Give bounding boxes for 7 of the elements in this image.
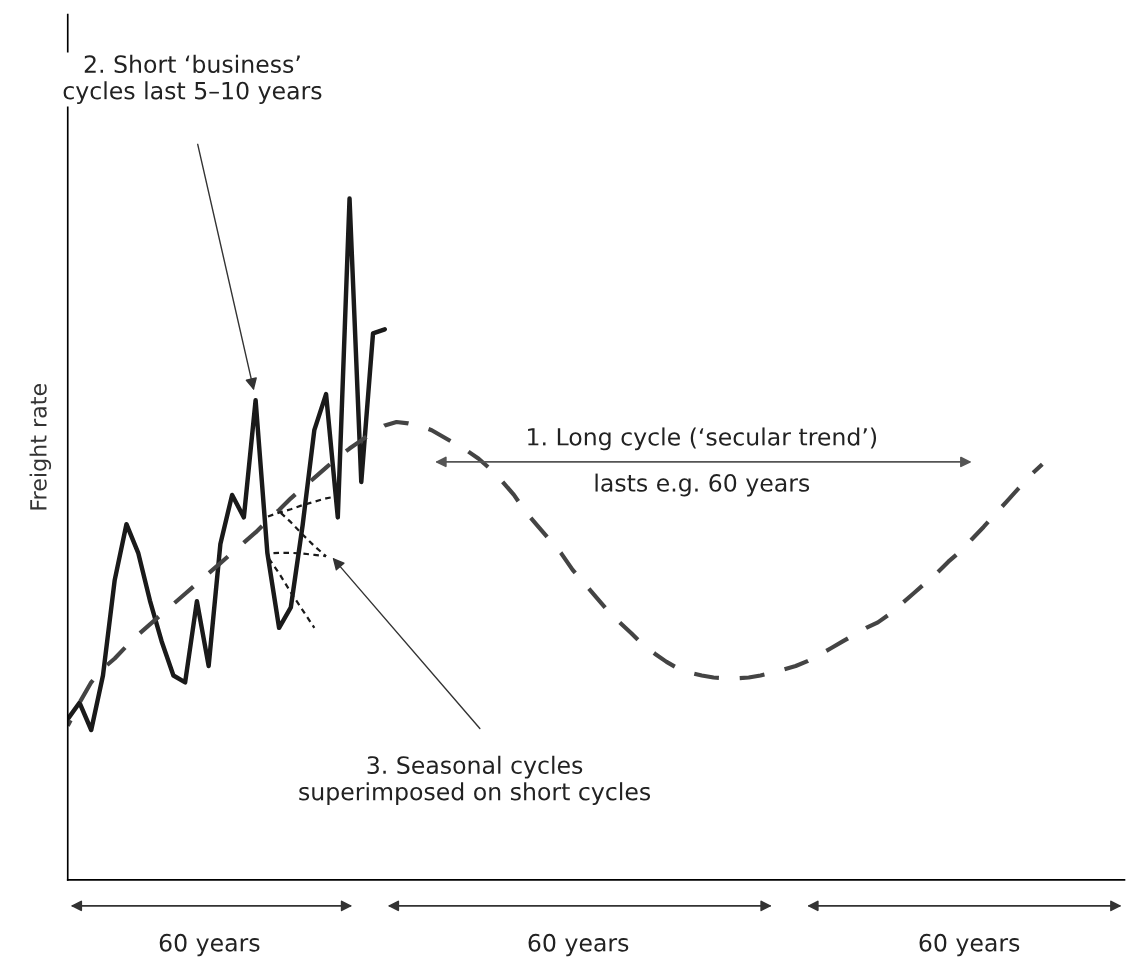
y-axis-title: Freight rate <box>29 384 52 510</box>
text: 2. Short ‘business’ cycles last 5–10 years <box>63 54 322 105</box>
text: 60 years <box>159 933 260 957</box>
text: 60 years <box>919 933 1020 957</box>
annotation: 3. Seasonal cycles superimposed on short cycles <box>299 755 651 806</box>
annotation: 1. Long cycle (‘secular trend’) lasts e.g. 60 years <box>528 427 877 497</box>
text: 60 years <box>528 933 629 957</box>
